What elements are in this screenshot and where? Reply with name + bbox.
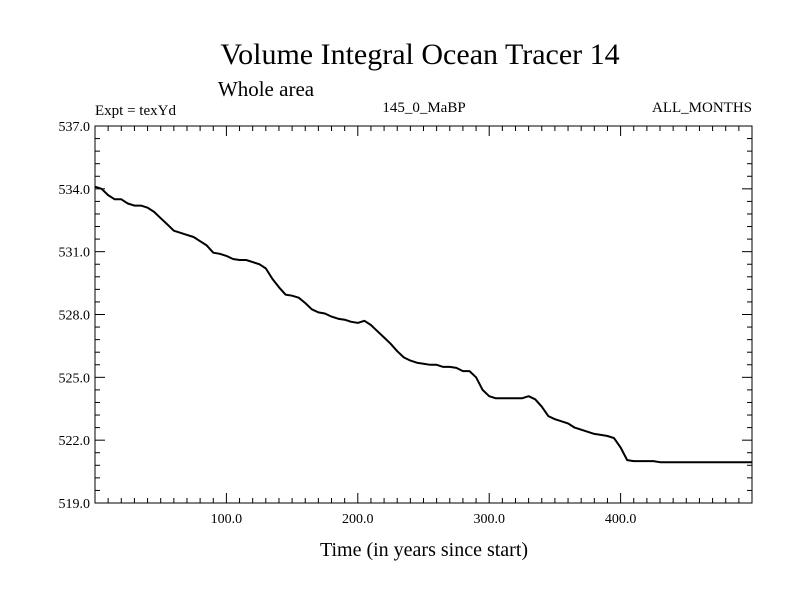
y-tick-label: 519.0 (59, 497, 91, 512)
x-tick-label: 300.0 (473, 512, 505, 527)
x-axis-title: Time (in years since start) (320, 539, 528, 561)
y-tick-label: 537.0 (59, 120, 91, 135)
y-tick-label: 534.0 (59, 183, 91, 198)
axis-ticks (95, 126, 752, 503)
chart-title: Volume Integral Ocean Tracer 14 (220, 38, 619, 71)
y-tick-label: 531.0 (59, 246, 91, 261)
y-tick-labels: 519.0 522.0 525.0 528.0 531.0 534.0 537.0 (59, 120, 91, 512)
x-tick-labels: 100.0 200.0 300.0 400.0 (211, 512, 637, 527)
x-tick-label: 400.0 (605, 512, 637, 527)
annotation-period: 145_0_MaBP (382, 100, 465, 116)
y-tick-label: 528.0 (59, 309, 91, 324)
y-tick-label: 525.0 (59, 371, 91, 386)
plot-frame (94, 125, 753, 504)
series-line (94, 185, 752, 464)
y-tick-label: 522.0 (59, 434, 91, 449)
x-tick-label: 200.0 (342, 512, 374, 527)
x-tick-label: 100.0 (211, 512, 243, 527)
chart-subtitle: Whole area (218, 77, 315, 101)
annotation-experiment: Expt = texYd (95, 103, 176, 119)
annotation-months: ALL_MONTHS (652, 100, 752, 116)
